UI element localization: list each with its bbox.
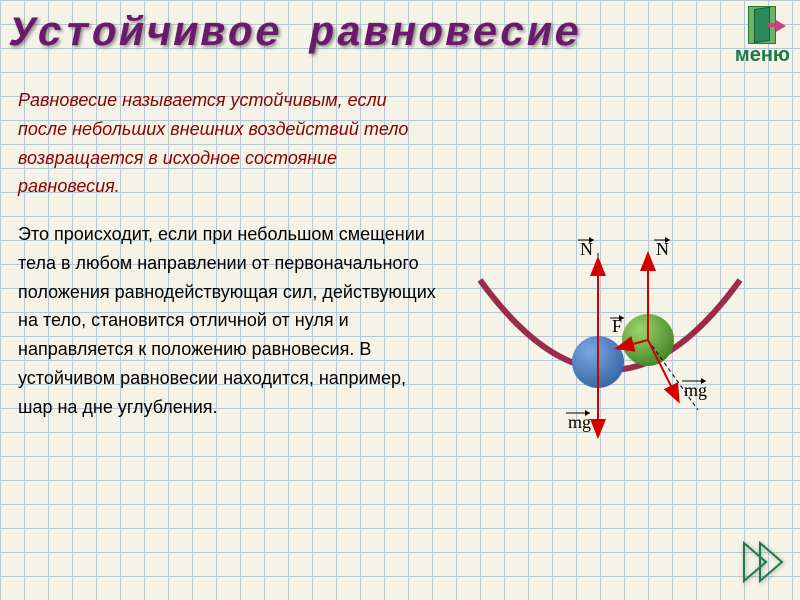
svg-text:mg: mg [684, 380, 707, 400]
slide-content: Устойчивое равновесие меню Равновесие на… [0, 0, 800, 600]
svg-text:N: N [580, 239, 593, 259]
page-title: Устойчивое равновесие [10, 10, 581, 58]
explanation-paragraph: Это происходит, если при небольшом смеще… [18, 220, 438, 422]
vector-label-N2: N [656, 239, 669, 259]
menu-label: меню [735, 44, 790, 67]
svg-text:mg: mg [568, 412, 591, 432]
equilibrium-diagram: N N F mg mg [460, 200, 760, 450]
svg-text:N: N [656, 239, 669, 259]
vector-label-mg1: mg [568, 412, 591, 432]
exit-door-icon [740, 6, 784, 44]
vector-label-N1: N [580, 239, 593, 259]
next-button[interactable] [740, 539, 786, 590]
vector-label-mg2: mg [684, 380, 707, 400]
definition-paragraph: Равновесие называется устойчивым, если п… [18, 86, 418, 201]
menu-button[interactable]: меню [735, 6, 790, 67]
